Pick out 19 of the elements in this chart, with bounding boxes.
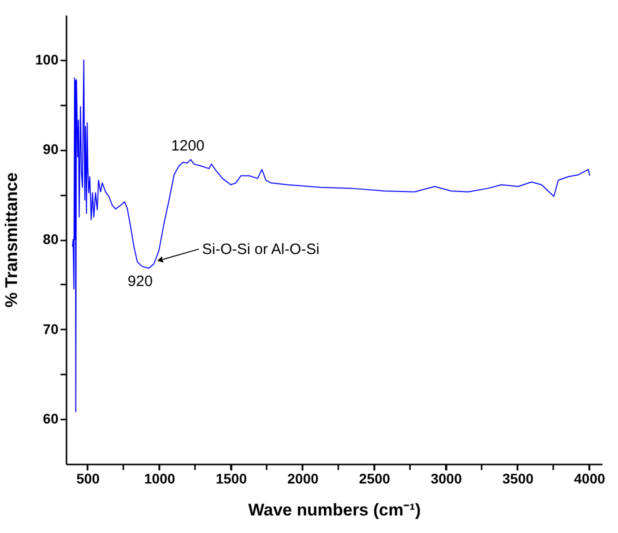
y-axis-title: % Transmittance <box>2 172 22 308</box>
x-tick-label: 1500 <box>216 470 248 486</box>
x-tick-label: 4000 <box>574 470 606 486</box>
x-tick-label: 2000 <box>287 470 319 486</box>
annotation: 1200 <box>171 138 205 155</box>
annotation: Si-O-Si or Al-O-Si <box>202 241 320 258</box>
annotation: 920 <box>128 273 153 290</box>
y-tick-label: 90 <box>42 141 59 158</box>
y-tick-label: 80 <box>42 231 59 247</box>
x-axis-title: Wave numbers (cm⁻¹) <box>248 500 421 520</box>
y-tick-label: 60 <box>42 410 59 427</box>
x-tick-label: 1000 <box>144 470 176 486</box>
x-tick-label: 3000 <box>430 470 462 486</box>
y-tick-label: 100 <box>35 51 59 68</box>
x-tick-label: 500 <box>76 470 100 486</box>
x-tick-label: 3500 <box>502 470 534 486</box>
x-tick-label: 2500 <box>359 470 390 486</box>
y-tick-label: 70 <box>42 320 59 337</box>
line-series <box>72 59 590 412</box>
